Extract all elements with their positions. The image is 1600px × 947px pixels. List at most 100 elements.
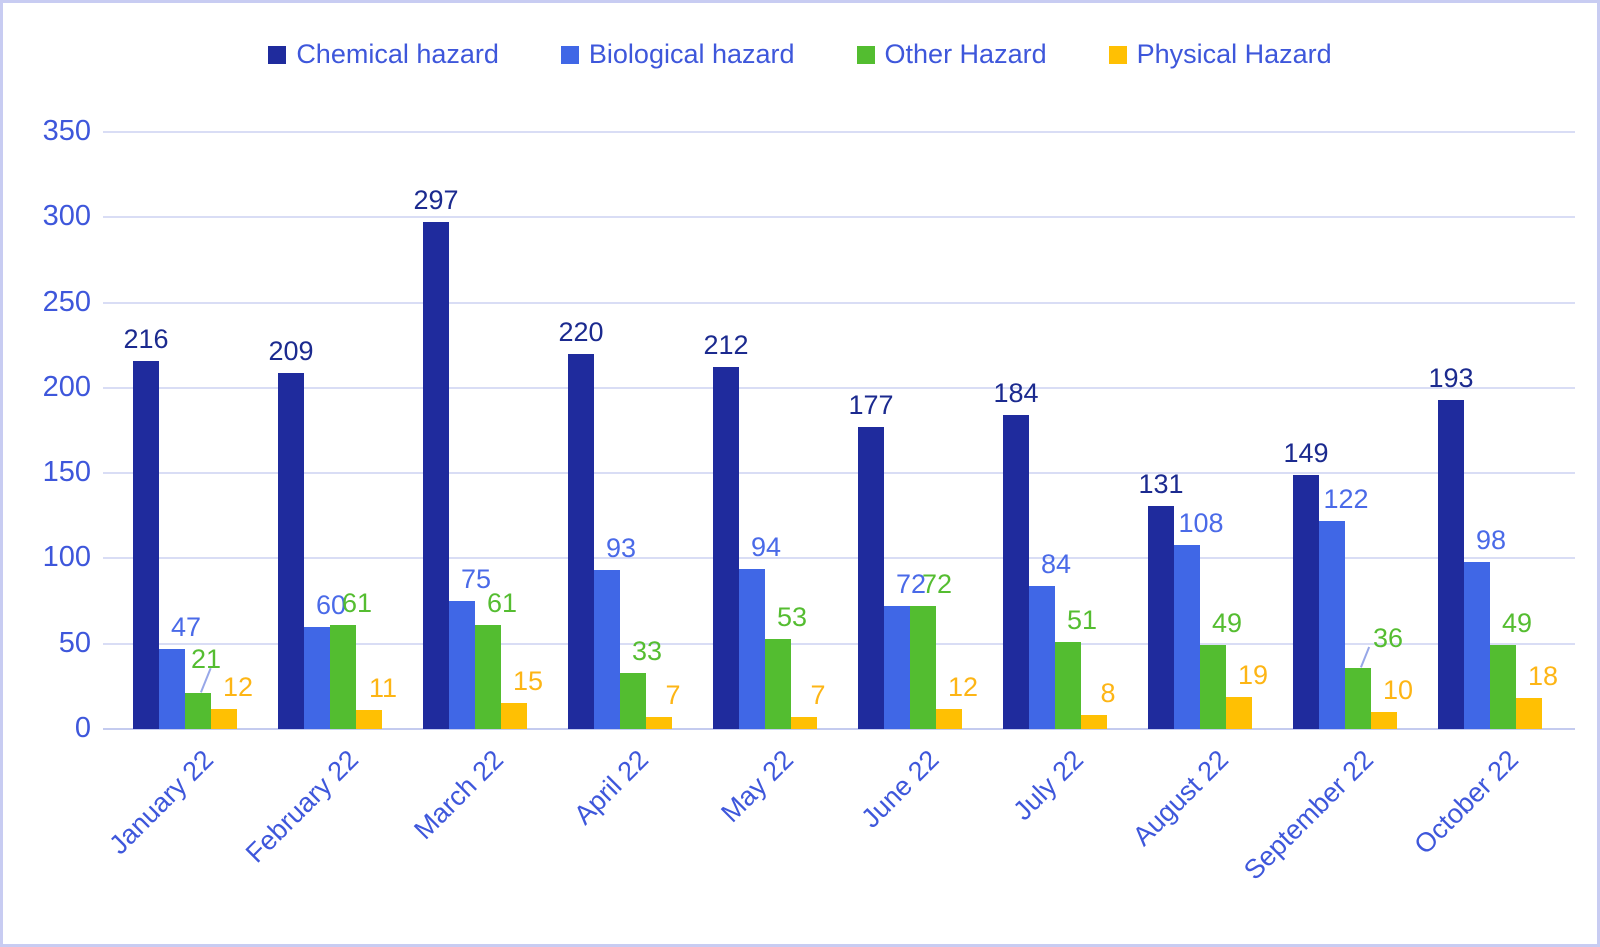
legend-label-physical-hazard: Physical Hazard bbox=[1136, 39, 1332, 69]
legend-item-biological-hazard: Biological hazard bbox=[560, 39, 795, 70]
gridline-150 bbox=[103, 472, 1575, 475]
data-label-biological-hazard-october-22: 98 bbox=[1475, 524, 1507, 555]
data-label-biological-hazard-march-22: 75 bbox=[460, 564, 492, 595]
bar-biological-hazard-february-22 bbox=[304, 626, 330, 729]
x-category-label-october-22: October 22 bbox=[1408, 744, 1525, 860]
bar-biological-hazard-july-22 bbox=[1029, 585, 1055, 729]
data-label-biological-hazard-september-22: 122 bbox=[1323, 483, 1369, 514]
data-label-biological-hazard-august-22: 108 bbox=[1178, 507, 1224, 538]
data-label-chemical-hazard-april-22: 220 bbox=[558, 316, 604, 347]
data-label-physical-hazard-july-22: 8 bbox=[1100, 678, 1116, 709]
y-tick-label-250: 250 bbox=[42, 285, 91, 318]
bar-chemical-hazard-october-22 bbox=[1438, 399, 1464, 729]
data-label-other-hazard-july-22: 51 bbox=[1066, 605, 1098, 636]
x-category-anchor-october-22: October 22 bbox=[1204, 744, 1525, 860]
bar-group-january-22 bbox=[133, 132, 237, 729]
bar-physical-hazard-august-22 bbox=[1226, 696, 1252, 729]
bar-chemical-hazard-june-22 bbox=[858, 427, 884, 729]
y-tick-label-0: 0 bbox=[74, 712, 91, 744]
y-tick-label-200: 200 bbox=[42, 370, 91, 403]
bar-chemical-hazard-july-22 bbox=[1003, 415, 1029, 729]
data-label-other-hazard-august-22: 49 bbox=[1211, 608, 1243, 639]
data-label-physical-hazard-april-22: 7 bbox=[665, 680, 681, 711]
bar-chemical-hazard-january-22 bbox=[133, 360, 159, 729]
legend-item-other-hazard: Other Hazard bbox=[856, 39, 1047, 70]
y-tick-label-300: 300 bbox=[42, 200, 91, 233]
bar-group-march-22 bbox=[423, 132, 527, 729]
y-tick-label-350: 350 bbox=[42, 115, 91, 147]
legend-swatch-other-hazard bbox=[856, 45, 875, 64]
bar-group-april-22 bbox=[568, 132, 672, 729]
bar-physical-hazard-march-22 bbox=[501, 703, 527, 729]
bar-physical-hazard-june-22 bbox=[936, 708, 962, 729]
y-tick-label-150: 150 bbox=[42, 456, 91, 489]
bar-other-hazard-march-22 bbox=[475, 624, 501, 729]
bar-biological-hazard-january-22 bbox=[159, 648, 185, 729]
data-label-biological-hazard-april-22: 93 bbox=[605, 533, 637, 564]
gridline-200 bbox=[103, 386, 1575, 389]
bar-physical-hazard-september-22 bbox=[1371, 711, 1397, 729]
bar-biological-hazard-june-22 bbox=[884, 606, 910, 729]
bar-physical-hazard-april-22 bbox=[646, 717, 672, 729]
data-label-chemical-hazard-july-22: 184 bbox=[993, 378, 1039, 409]
bar-biological-hazard-august-22 bbox=[1174, 544, 1200, 729]
data-label-chemical-hazard-june-22: 177 bbox=[848, 390, 894, 421]
legend-swatch-physical-hazard bbox=[1108, 45, 1127, 64]
gridline-350 bbox=[103, 131, 1575, 133]
bar-other-hazard-april-22 bbox=[620, 672, 646, 729]
bar-other-hazard-february-22 bbox=[330, 624, 356, 729]
bar-biological-hazard-october-22 bbox=[1464, 561, 1490, 729]
data-label-biological-hazard-january-22: 47 bbox=[170, 611, 202, 642]
data-label-other-hazard-march-22: 61 bbox=[486, 587, 518, 618]
data-label-physical-hazard-september-22: 10 bbox=[1382, 674, 1414, 705]
bar-chemical-hazard-may-22 bbox=[713, 367, 739, 729]
gridline-100 bbox=[103, 557, 1575, 560]
data-label-chemical-hazard-february-22: 209 bbox=[268, 335, 314, 366]
data-label-other-hazard-may-22: 53 bbox=[776, 601, 808, 632]
bar-group-july-22 bbox=[1003, 132, 1107, 729]
gridline-300 bbox=[103, 216, 1575, 219]
data-label-physical-hazard-march-22: 15 bbox=[512, 666, 544, 697]
bar-physical-hazard-january-22 bbox=[211, 708, 237, 729]
bar-group-october-22 bbox=[1438, 132, 1542, 729]
bar-physical-hazard-may-22 bbox=[791, 717, 817, 729]
bar-other-hazard-may-22 bbox=[765, 638, 791, 729]
bar-other-hazard-august-22 bbox=[1200, 645, 1226, 729]
bar-other-hazard-june-22 bbox=[910, 606, 936, 729]
plot-area: 216 47 21 12 209 60 61 11 297 75 61 15 220 93 33 7 212 94… bbox=[103, 131, 1575, 730]
bar-physical-hazard-october-22 bbox=[1516, 698, 1542, 729]
data-label-chemical-hazard-january-22: 216 bbox=[123, 323, 169, 354]
legend-swatch-biological-hazard bbox=[560, 45, 579, 64]
data-label-physical-hazard-june-22: 12 bbox=[947, 671, 979, 702]
bar-physical-hazard-february-22 bbox=[356, 710, 382, 729]
data-label-biological-hazard-june-22: 72 bbox=[895, 569, 927, 600]
data-label-physical-hazard-august-22: 19 bbox=[1237, 659, 1269, 690]
bar-chemical-hazard-april-22 bbox=[568, 353, 594, 729]
gridline-250 bbox=[103, 301, 1575, 304]
bar-biological-hazard-may-22 bbox=[739, 568, 765, 729]
data-label-chemical-hazard-august-22: 131 bbox=[1138, 468, 1184, 499]
gridline-50 bbox=[103, 642, 1575, 645]
bar-chemical-hazard-september-22 bbox=[1293, 474, 1319, 729]
bar-chemical-hazard-march-22 bbox=[423, 222, 449, 729]
bar-chemical-hazard-august-22 bbox=[1148, 505, 1174, 729]
legend-item-chemical-hazard: Chemical hazard bbox=[268, 39, 499, 70]
bar-other-hazard-october-22 bbox=[1490, 645, 1516, 729]
data-label-physical-hazard-may-22: 7 bbox=[810, 680, 826, 711]
data-label-chemical-hazard-october-22: 193 bbox=[1428, 362, 1474, 393]
bar-group-may-22 bbox=[713, 132, 817, 729]
y-tick-label-50: 50 bbox=[58, 626, 91, 659]
data-label-other-hazard-october-22: 49 bbox=[1501, 608, 1533, 639]
legend: Chemical hazard Biological hazard Other Ha… bbox=[3, 39, 1597, 70]
data-label-other-hazard-january-22: 21 bbox=[190, 644, 222, 675]
bar-group-june-22 bbox=[858, 132, 962, 729]
data-label-other-hazard-september-22: 36 bbox=[1372, 622, 1404, 653]
bar-other-hazard-september-22 bbox=[1345, 667, 1371, 729]
bar-biological-hazard-april-22 bbox=[594, 570, 620, 729]
legend-label-biological-hazard: Biological hazard bbox=[588, 39, 795, 69]
data-label-other-hazard-june-22: 72 bbox=[921, 569, 953, 600]
data-label-chemical-hazard-september-22: 149 bbox=[1283, 437, 1329, 468]
legend-swatch-chemical-hazard bbox=[268, 45, 287, 64]
data-label-biological-hazard-july-22: 84 bbox=[1040, 548, 1072, 579]
